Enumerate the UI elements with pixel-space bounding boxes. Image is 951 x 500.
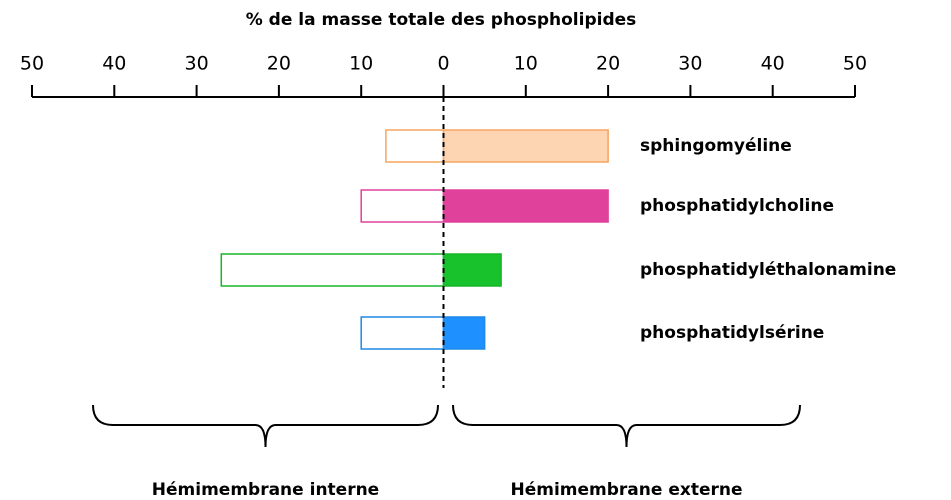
brace-outer	[452, 404, 801, 448]
chart-title: % de la masse totale des phospholipides	[246, 10, 637, 30]
x-tick-label: 40	[102, 53, 126, 75]
category-label: phosphatidylsérine	[640, 323, 824, 343]
category-label: phosphatidylcholine	[640, 196, 834, 216]
x-tick-label: 40	[761, 53, 785, 75]
x-tick-label: 20	[267, 53, 291, 75]
side-label: Hémimembrane externe	[511, 480, 743, 500]
category-label: phosphatidyléthalonamine	[640, 260, 896, 280]
bar	[442, 189, 609, 223]
bar	[442, 316, 486, 350]
x-tick-label: 10	[349, 53, 373, 75]
bar	[360, 189, 445, 223]
x-tick-label: 20	[596, 53, 620, 75]
x-tick-label: 50	[20, 53, 44, 75]
bar	[442, 129, 609, 163]
x-tick-label: 30	[678, 53, 702, 75]
bar	[442, 253, 502, 287]
side-label: Hémimembrane interne	[152, 480, 379, 500]
x-tick-label: 0	[437, 53, 449, 75]
category-label: sphingomyéline	[640, 136, 792, 156]
x-tick-label: 30	[185, 53, 209, 75]
brace-inner	[92, 404, 439, 448]
bar	[360, 316, 445, 350]
x-tick-label: 50	[843, 53, 867, 75]
x-tick-label: 10	[514, 53, 538, 75]
bar	[220, 253, 445, 287]
bar	[385, 129, 445, 163]
